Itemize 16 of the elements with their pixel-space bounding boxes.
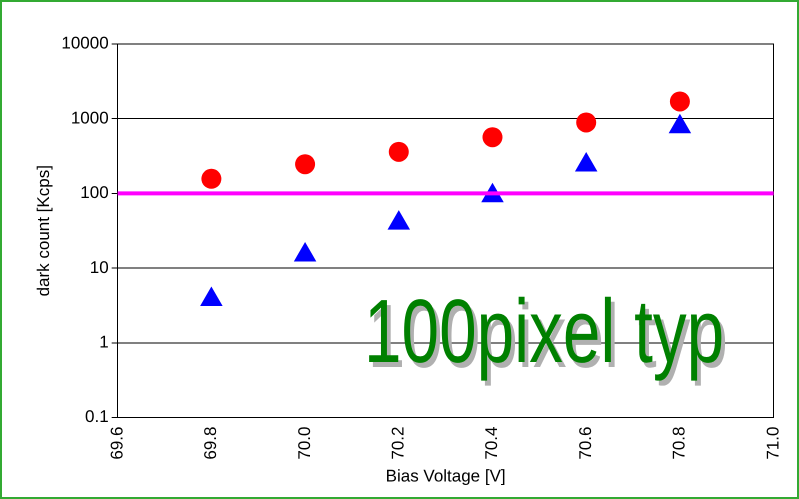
x-tick-label: 70.6 [576, 426, 595, 460]
y-tick-label: 1 [99, 332, 109, 352]
y-tick-label: 1000 [70, 108, 109, 128]
x-tick-label: 70.4 [482, 426, 502, 460]
x-tick-label: 69.8 [201, 426, 220, 460]
x-tick-label: 70.8 [670, 426, 689, 460]
x-axis-title: Bias Voltage [V] [386, 466, 506, 486]
y-tick-label: 10000 [61, 34, 109, 53]
y-axis-title: dark count [Kcps] [34, 165, 53, 296]
y-tick-label: 10 [90, 258, 109, 277]
x-tick-label: 71.0 [763, 426, 782, 460]
x-tick-label: 70.0 [294, 426, 314, 460]
y-tick-label: 0.1 [85, 407, 109, 426]
y-tick-label: 100 [80, 183, 109, 202]
x-tick-label: 70.2 [388, 426, 408, 460]
x-tick-label: 69.6 [107, 426, 126, 460]
